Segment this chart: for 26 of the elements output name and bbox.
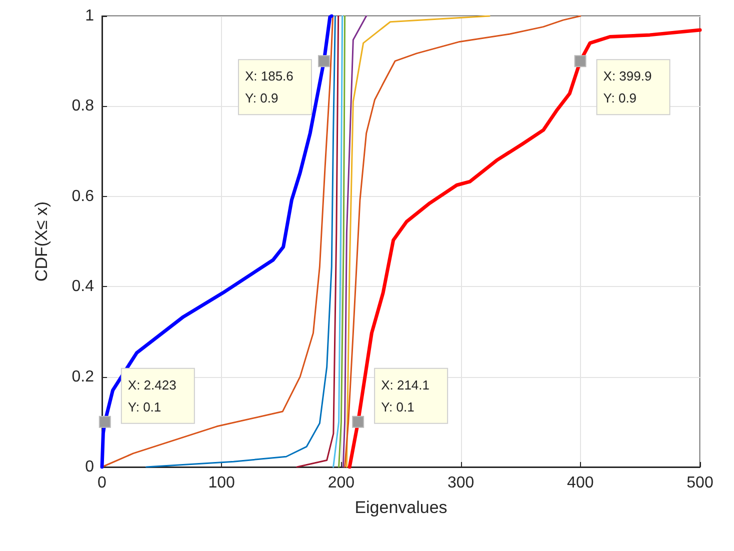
line-series (338, 15, 346, 468)
x-tick-label: 100 (208, 474, 236, 492)
y-tick-label: 0 (85, 458, 94, 476)
x-tick-label: 0 (98, 474, 107, 492)
y-tick-label: 1 (85, 8, 94, 24)
x-axis-title: Eigenvalues (354, 498, 448, 517)
line-series (346, 15, 490, 468)
y-axis-title: CDF(X≤ x) (32, 201, 51, 282)
line-series (296, 15, 340, 468)
annotation: X: 185.6 Y: 0.9 (244, 68, 294, 106)
x-tick-label: 300 (447, 474, 474, 492)
line-series (348, 28, 702, 469)
line-series (146, 15, 336, 468)
x-tick-label: 500 (686, 474, 714, 492)
y-tick-label: 0.2 (72, 368, 94, 386)
line-series (332, 15, 344, 468)
line-series (344, 15, 582, 468)
line-series (342, 15, 368, 468)
y-tick-label: 0.8 (72, 98, 94, 115)
annotation: X: 399.9 Y: 0.9 (603, 68, 652, 106)
y-tick-label: 0.4 (72, 278, 94, 296)
annotation: X: 2.423 Y: 0.1 (128, 377, 176, 414)
y-tick-label: 0.6 (72, 188, 94, 205)
annotation: X: 214.1 Y: 0.1 (381, 377, 430, 414)
x-tick-label: 400 (567, 474, 594, 492)
x-tick-label: 200 (328, 474, 355, 492)
